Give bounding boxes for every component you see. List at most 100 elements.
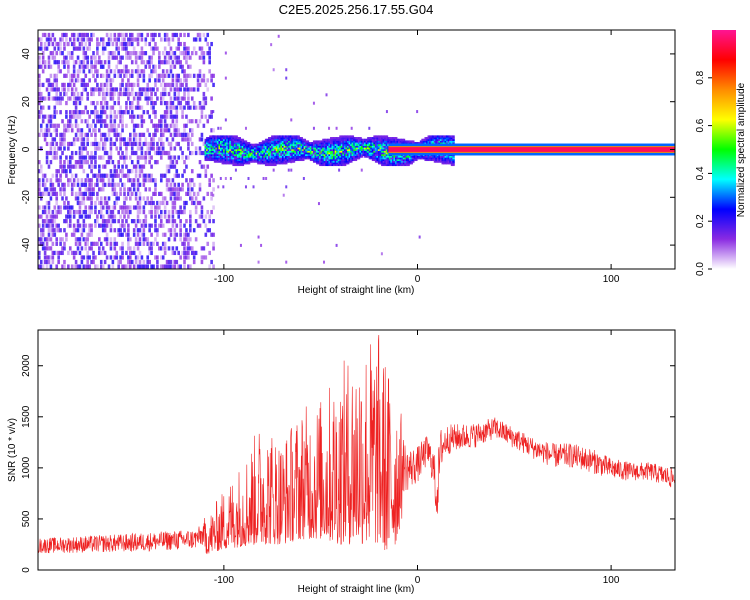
spectrogram-cell — [297, 137, 300, 140]
spectrogram-cell — [323, 148, 327, 151]
spectrogram-cell — [243, 142, 246, 145]
spectrogram-cell — [384, 153, 387, 157]
spectrogram-cell — [292, 153, 296, 157]
spectrogram-cell — [254, 145, 257, 148]
spectrogram-cell — [130, 105, 134, 110]
spectrogram-cell — [348, 160, 351, 163]
spectrogram-cell — [370, 152, 373, 155]
spectrogram-cell — [163, 73, 167, 78]
spectrogram-cell — [277, 140, 280, 143]
spectrogram-cell — [45, 87, 49, 92]
spectrogram-cell — [377, 140, 381, 143]
spectrogram-cell — [328, 155, 331, 158]
spectrogram-cell — [206, 241, 210, 246]
spectrogram-cell — [227, 153, 231, 157]
spectrogram-cell — [173, 87, 177, 92]
spectrogram-cell — [113, 37, 117, 42]
spectrogram-cell — [70, 55, 74, 60]
spectrogram-cell — [308, 150, 311, 153]
y-tick-label: -20 — [21, 190, 32, 205]
spectrogram-cell — [113, 228, 117, 233]
spectrogram-cell — [210, 138, 214, 141]
spectrogram-cell — [221, 158, 224, 162]
spectrogram-cell — [377, 157, 381, 160]
spectrogram-cell — [343, 148, 347, 151]
spectrogram-cell — [90, 110, 93, 115]
spectrogram-cell — [328, 162, 331, 165]
spectrogram-cell — [185, 228, 188, 233]
spectrogram-cell — [136, 255, 140, 260]
spectrogram-cell — [113, 141, 117, 147]
spectrogram-cell — [173, 55, 177, 60]
spectrogram-cell — [101, 250, 105, 256]
spectrogram-cell — [132, 150, 136, 156]
spectrogram-cell — [53, 114, 57, 119]
spectrogram-cell — [171, 73, 175, 78]
spectrogram-cell — [272, 145, 276, 148]
spectrogram-cell — [257, 160, 260, 163]
spectrogram-cell — [268, 150, 271, 153]
spectrogram-cell — [285, 148, 288, 151]
spectrogram-cell — [125, 100, 128, 106]
spectrogram-cell — [163, 119, 167, 124]
spectrogram-cell — [138, 73, 142, 78]
spectrogram-cell — [331, 153, 334, 157]
spectrogram-cell — [264, 145, 268, 148]
spectrogram-cell — [131, 269, 134, 273]
spectrogram-cell — [356, 143, 359, 146]
spectrogram-cell — [181, 182, 184, 187]
spectrogram-cell — [452, 162, 455, 165]
spectrogram-cell — [148, 60, 151, 65]
spectrogram-cell — [359, 147, 362, 150]
spectrogram-cell — [55, 141, 59, 147]
spectrogram-cell — [230, 135, 234, 138]
spectrogram-cell — [215, 140, 218, 143]
spectrogram-cell — [241, 147, 245, 150]
spectrogram-cell — [230, 137, 234, 140]
spectrogram-cell — [90, 64, 93, 69]
spectrogram-cell — [294, 135, 297, 138]
spectrogram-cell — [305, 143, 308, 146]
spectrogram-cell — [59, 51, 62, 56]
spectrogram-cell — [130, 37, 134, 42]
spectrogram-cell — [96, 264, 99, 269]
spectrogram-cell — [181, 105, 184, 110]
spectrogram-cell — [250, 150, 254, 153]
spectrogram-cell — [161, 232, 165, 237]
spectrogram-cell — [266, 153, 269, 157]
spectrogram-cell — [277, 158, 280, 162]
spectrogram-cell — [258, 143, 262, 146]
spectrogram-cell — [263, 160, 266, 163]
spectrogram-cell — [43, 219, 47, 224]
spectrogram-cell — [288, 137, 291, 140]
spectrogram-cell — [72, 96, 76, 101]
spectrogram-cell — [117, 32, 120, 38]
spectrogram-cell — [103, 110, 107, 115]
spectrogram-cell — [154, 219, 157, 224]
spectrogram-cell — [398, 155, 401, 158]
spectrogram-cell — [107, 60, 111, 65]
spectrogram-cell — [312, 140, 316, 143]
spectrogram-cell — [41, 69, 45, 74]
spectrogram-cell — [345, 155, 348, 158]
snr-x-label: Height of straight line (km) — [298, 584, 415, 595]
spectrogram-cell — [255, 158, 259, 162]
spectrogram-cell — [90, 241, 93, 246]
spectrogram-cell — [189, 228, 192, 233]
spectrogram-cell — [396, 160, 399, 163]
spectrogram-cell — [167, 141, 171, 147]
spectrogram-cell — [202, 105, 206, 110]
spectrogram-cell — [371, 157, 375, 160]
spectrogram-cell — [271, 147, 274, 150]
spectrogram-cell — [88, 69, 91, 74]
spectrogram-cell — [244, 158, 248, 162]
spectrogram-cell — [387, 140, 390, 143]
spectrogram-cell — [49, 160, 53, 165]
spectrogram-cell — [381, 155, 384, 158]
spectrogram-cell — [90, 269, 93, 273]
spectrogram-cell — [175, 110, 179, 115]
spectrogram-cell — [127, 91, 130, 97]
spectrogram-cell — [227, 138, 231, 141]
spectrogram-cell — [130, 141, 134, 147]
